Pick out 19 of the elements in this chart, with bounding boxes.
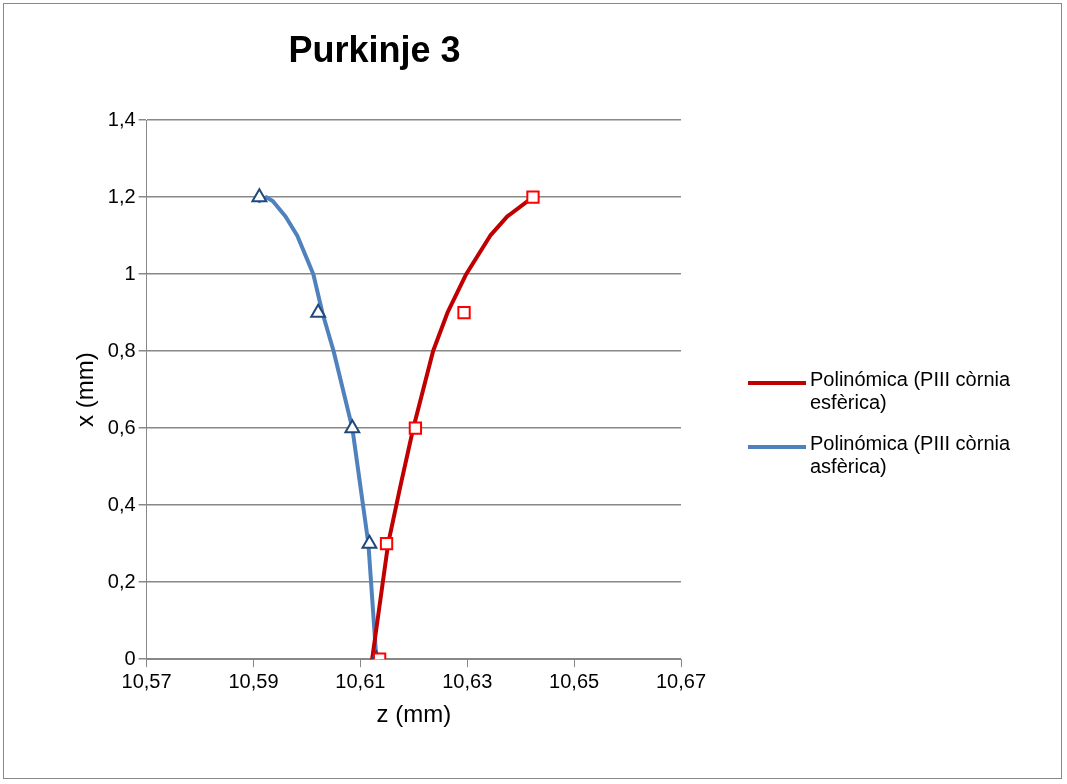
y-tick-label: 1,2 <box>107 184 136 207</box>
y-tick-label: 0 <box>124 646 136 669</box>
x-tick-label: 10,57 <box>121 669 172 692</box>
y-tick-label: 1,4 <box>107 107 136 130</box>
y-tick-label: 0,2 <box>107 569 136 592</box>
x-axis-title: z (mm) <box>376 700 452 728</box>
y-tick-label: 0,6 <box>107 415 136 438</box>
x-tick-label: 10,59 <box>228 669 279 692</box>
x-tick-label: 10,67 <box>655 669 707 692</box>
y-axis-title: x (mm) <box>71 352 99 428</box>
x-tick-label: 10,61 <box>335 669 386 692</box>
chart-title: Purkinje 3 <box>288 28 461 70</box>
x-tick-label: 10,63 <box>442 669 493 692</box>
y-tick-label: 0,4 <box>107 492 136 515</box>
y-tick-label: 1 <box>124 261 136 284</box>
x-tick-label: 10,65 <box>549 669 600 692</box>
legend-label: Polinómica (PIII còrnia esfèrica) <box>810 368 1012 414</box>
y-tick-label: 0,8 <box>107 338 136 361</box>
legend-label: Polinómica (PIII còrnia asfèrica) <box>810 432 1012 478</box>
